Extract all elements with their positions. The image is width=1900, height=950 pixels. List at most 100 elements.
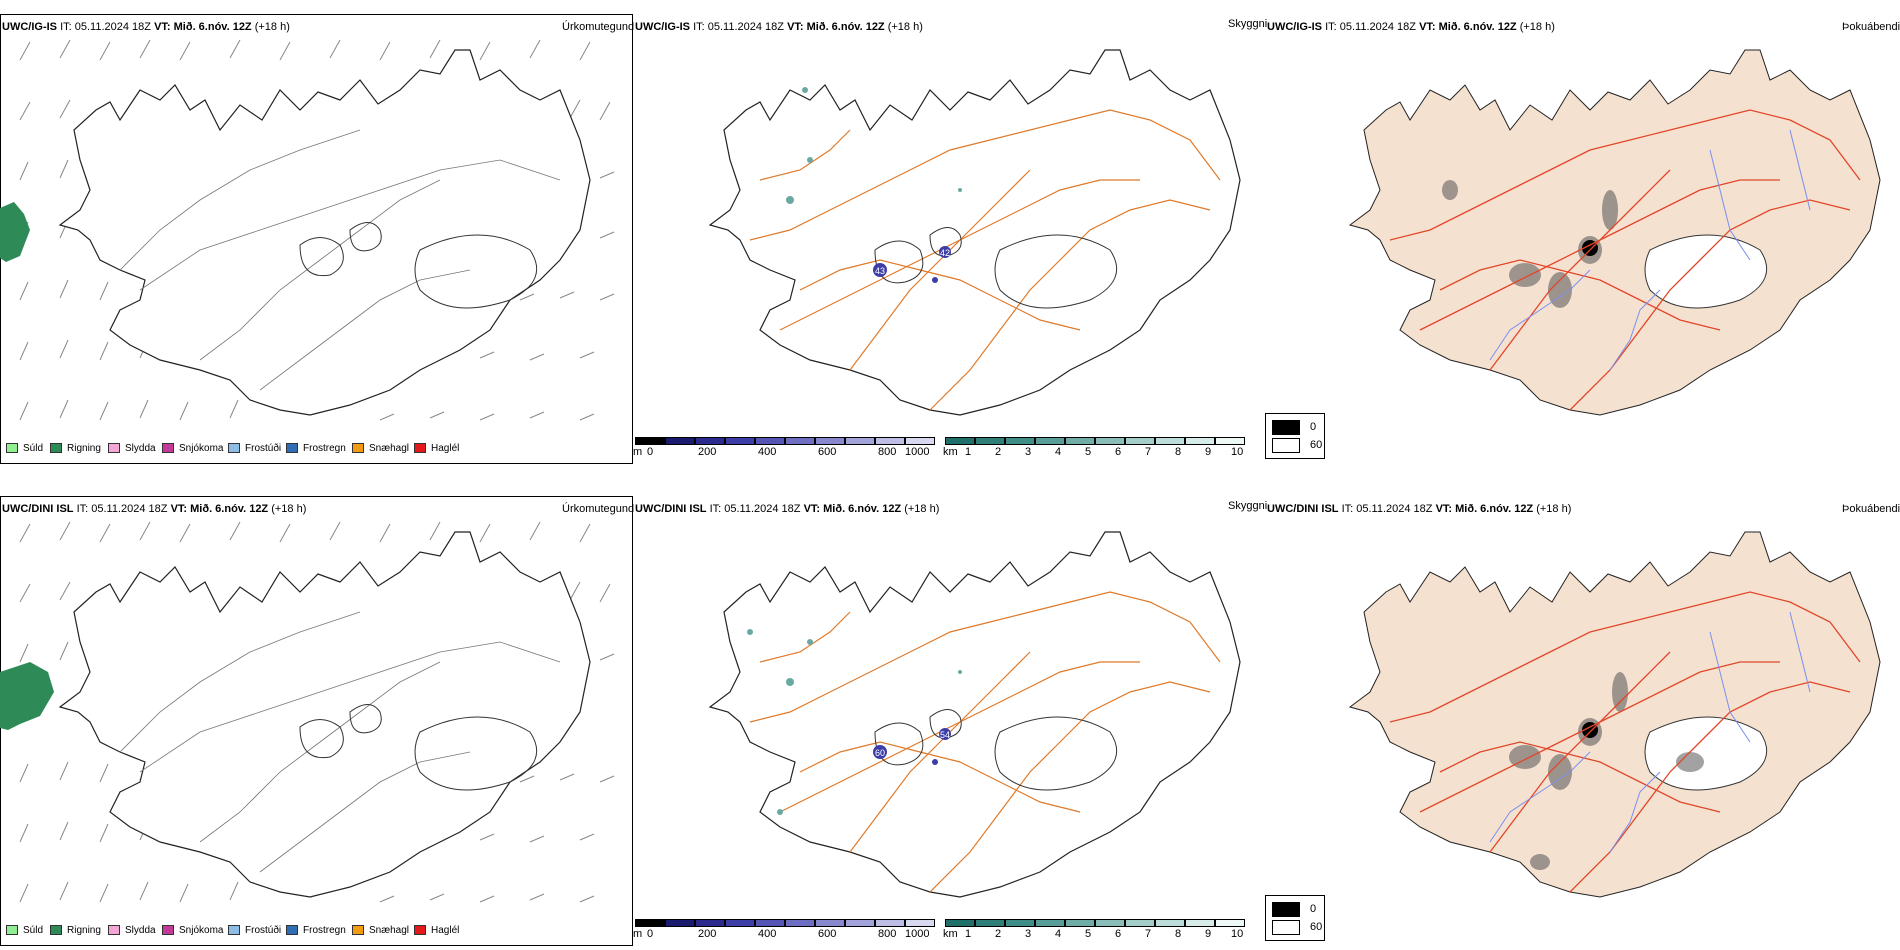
colorbar-cell <box>635 919 665 927</box>
glaciers <box>299 704 538 791</box>
legend-item: Snjókoma <box>162 923 223 937</box>
colorbar-cell <box>1005 919 1035 927</box>
tick-label: 400 <box>758 446 777 458</box>
precip-type-map <box>0 521 615 903</box>
visibility-colorbar: km 1 2 3 4 5 6 7 8 9 10 <box>943 919 1247 945</box>
colorbar-unit: m <box>633 446 643 458</box>
tick-label: 10 <box>1231 928 1244 940</box>
colorbar-cell <box>905 919 935 927</box>
legend-item: Snjókoma <box>162 441 223 455</box>
precip-type-title: Úrkomutegund <box>562 503 635 515</box>
glaciers <box>874 709 1118 791</box>
tick-label: 3 <box>1025 928 1032 940</box>
low-ceiling-areas <box>873 728 951 765</box>
fog-legend-label: 60 <box>1310 921 1323 933</box>
fog-legend: 0 60 <box>1265 413 1325 459</box>
panel-title: UWC/IG-IS IT: 05.11.2024 18Z VT: Mið. 6.… <box>635 21 923 33</box>
legend-item: Frostúði <box>228 923 281 937</box>
colorbar-cell <box>945 919 975 927</box>
legend-item: Frostregn <box>286 923 346 937</box>
colorbar-unit: m <box>633 928 643 940</box>
legend-swatch <box>414 925 426 935</box>
colorbar-cell <box>1095 437 1125 445</box>
legend-swatch <box>108 443 120 453</box>
precip-type-map <box>0 39 615 421</box>
legend-item: Rigning <box>50 441 101 455</box>
precip-type-title: Úrkomutegund <box>562 21 635 33</box>
tick-label: 200 <box>698 928 717 940</box>
legend-swatch <box>228 925 240 935</box>
visibility-map: 43 42 <box>708 49 1241 416</box>
tick-label: 9 <box>1205 446 1212 458</box>
fog-index-map <box>1348 531 1881 898</box>
legend-swatch <box>414 443 426 453</box>
roads <box>1389 109 1861 411</box>
legend-swatch <box>286 443 298 453</box>
colorbar-cell <box>975 919 1005 927</box>
colorbar-cell <box>1215 919 1245 927</box>
colorbar-cell <box>1035 919 1065 927</box>
colorbar-cell <box>1155 919 1185 927</box>
rivers <box>1489 129 1811 371</box>
ceiling-colorbar: m 0 200 400 600 800 1000 <box>633 437 937 463</box>
colorbar-cell <box>1185 437 1215 445</box>
map-label: 54 <box>940 730 950 740</box>
colorbar-cell <box>695 437 725 445</box>
legend-swatch <box>162 443 174 453</box>
colorbar-cell <box>815 919 845 927</box>
colorbar-cell <box>875 437 905 445</box>
tick-label: 6 <box>1115 446 1122 458</box>
colorbar-cell <box>1185 919 1215 927</box>
colorbar-cell <box>635 437 665 445</box>
tick-label: 5 <box>1085 928 1092 940</box>
fog-core <box>1582 240 1598 256</box>
legend-swatch <box>50 443 62 453</box>
colorbar-unit: km <box>943 446 958 458</box>
fog-legend-label: 60 <box>1310 439 1323 451</box>
legend-item: Frostúði <box>228 441 281 455</box>
colorbar-cell <box>755 919 785 927</box>
visibility-map: 60 54 <box>708 531 1241 898</box>
colorbar-cell <box>665 437 695 445</box>
map-label: 60 <box>875 748 885 758</box>
visibility-title: Skyggni <box>1228 18 1268 30</box>
fog-legend-label: 0 <box>1310 903 1317 915</box>
tick-label: 2 <box>995 446 1002 458</box>
fog-swatch <box>1272 920 1300 935</box>
colorbar-cell <box>1125 919 1155 927</box>
precip-legend: Súld Rigning Slydda Snjókoma Frostúði Fr… <box>6 923 626 939</box>
legend-swatch <box>286 925 298 935</box>
tick-label: 1 <box>965 446 972 458</box>
visibility-title: Skyggni <box>1228 500 1268 512</box>
colorbar-cell <box>785 919 815 927</box>
colorbar-cell <box>905 437 935 445</box>
tick-label: 6 <box>1115 928 1122 940</box>
legend-swatch <box>50 925 62 935</box>
roads <box>749 109 1221 411</box>
legend-swatch <box>228 443 240 453</box>
colorbar-cell <box>755 437 785 445</box>
tick-label: 200 <box>698 446 717 458</box>
panel-title: UWC/DINI ISL IT: 05.11.2024 18Z VT: Mið.… <box>2 503 307 515</box>
colorbar-cell <box>815 437 845 445</box>
glaciers <box>299 222 538 309</box>
colorbar-cell <box>725 919 755 927</box>
fog-swatch <box>1272 420 1300 435</box>
ceiling-colorbar: m 0 200 400 600 800 1000 <box>633 919 937 945</box>
tick-label: 10 <box>1231 446 1244 458</box>
map-label: 43 <box>875 266 885 276</box>
legend-swatch <box>352 925 364 935</box>
legend-item: Snæhagl <box>352 441 409 455</box>
map-label: 42 <box>940 248 950 258</box>
tick-label: 8 <box>1175 446 1182 458</box>
legend-swatch <box>108 925 120 935</box>
roads <box>749 591 1221 893</box>
roads <box>119 611 561 873</box>
colorbar-cell <box>785 437 815 445</box>
tick-label: 2 <box>995 928 1002 940</box>
panel-title: UWC/DINI ISL IT: 05.11.2024 18Z VT: Mið.… <box>1267 503 1572 515</box>
rain-area <box>0 202 30 262</box>
low-ceiling-areas <box>873 246 951 283</box>
colorbar-cell <box>1125 437 1155 445</box>
colorbar-cell <box>845 437 875 445</box>
